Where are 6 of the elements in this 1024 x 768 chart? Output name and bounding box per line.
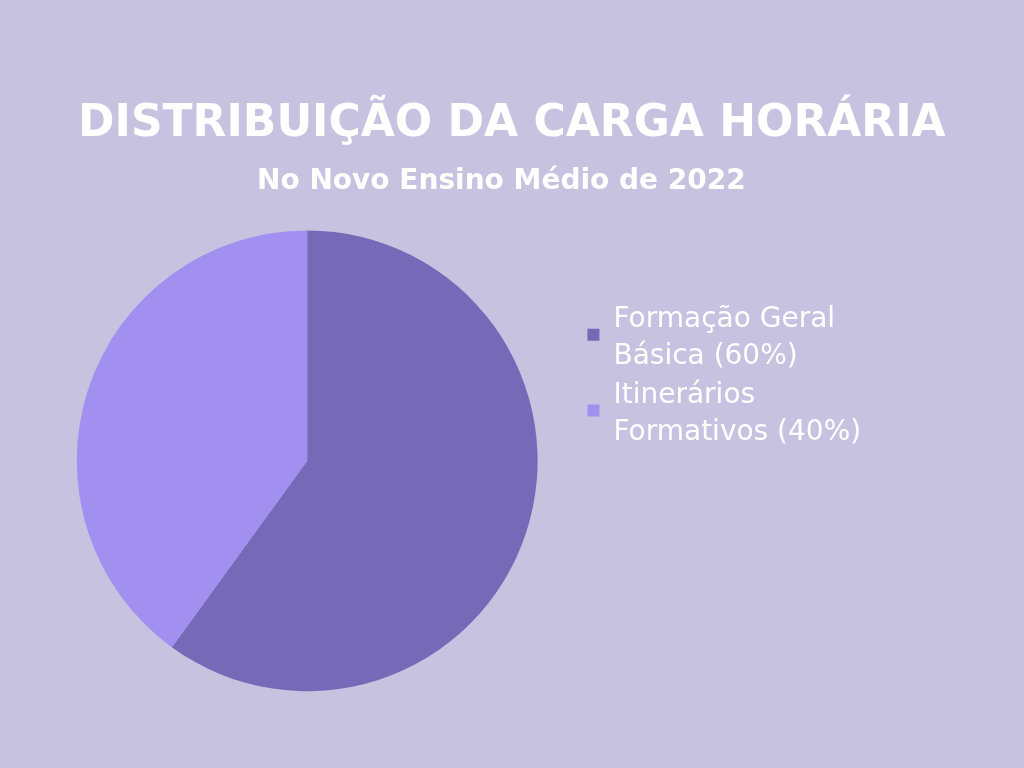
chart-subtitle: No Novo Ensino Médio de 2022	[257, 163, 746, 196]
pie-slice	[171, 230, 538, 692]
legend-label: Itinerários Formativos (40%)	[613, 377, 862, 447]
pie-slice	[77, 230, 308, 648]
chart-title: DISTRIBUIÇÃO DA CARGA HORÁRIA	[78, 94, 946, 146]
legend-label: Formação Geral Básica (60%)	[613, 301, 836, 371]
